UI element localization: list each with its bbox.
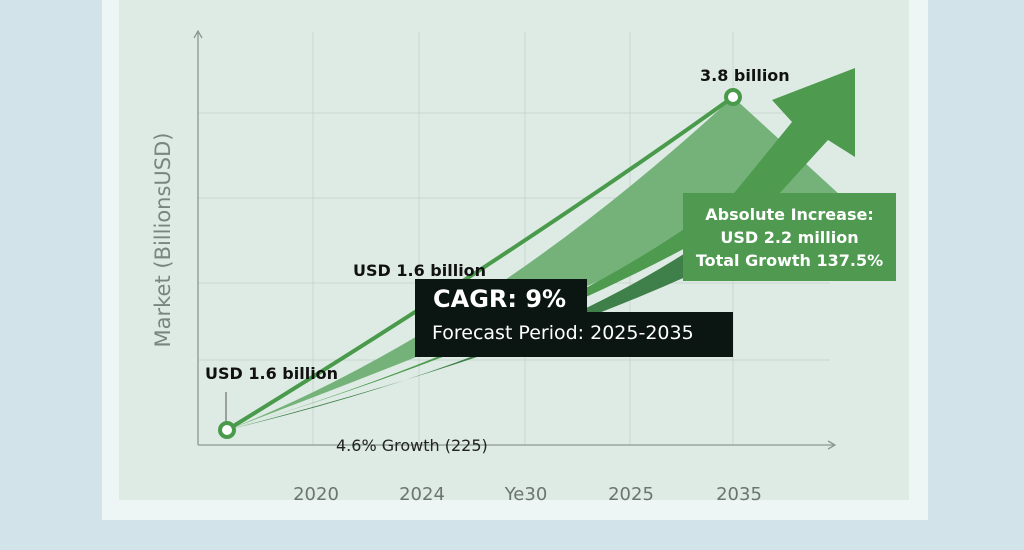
increase-line: Absolute Increase:: [705, 205, 874, 224]
increase-line: Total Growth 137.5%: [695, 251, 884, 270]
forecast-area-light: [227, 97, 840, 430]
x-tick-label: 2035: [716, 484, 762, 505]
end-value-label: 3.8 billion: [700, 66, 790, 85]
trend-line: [225, 95, 735, 432]
mid-value-label: USD 1.6 billion: [353, 261, 487, 280]
cagr-title: CAGR: 9%: [433, 285, 567, 313]
growth-arrow: [227, 68, 855, 430]
y-axis-arrow-icon: [193, 29, 203, 39]
data-point-start: [218, 421, 236, 439]
increase-line: USD 2.2 million: [720, 228, 859, 247]
data-point-end: [724, 88, 742, 106]
x-axis-arrow-icon: [827, 440, 837, 450]
forecast-period: Forecast Period: 2025-2035: [432, 322, 694, 344]
y-axis-label: Market (BillionsUSD): [151, 132, 175, 348]
cagr-box-lower: [415, 312, 733, 357]
growth-note: 4.6% Growth (225): [336, 436, 488, 455]
start-value-label: USD 1.6 billion: [205, 364, 339, 383]
increase-box: Absolute Increase: USD 2.2 million Total…: [683, 193, 896, 281]
x-tick-label: 2020: [293, 484, 339, 505]
x-tick-label: 2024: [399, 484, 445, 505]
x-tick-label: 2025: [608, 484, 654, 505]
x-tick-label: Ye30: [504, 484, 548, 505]
